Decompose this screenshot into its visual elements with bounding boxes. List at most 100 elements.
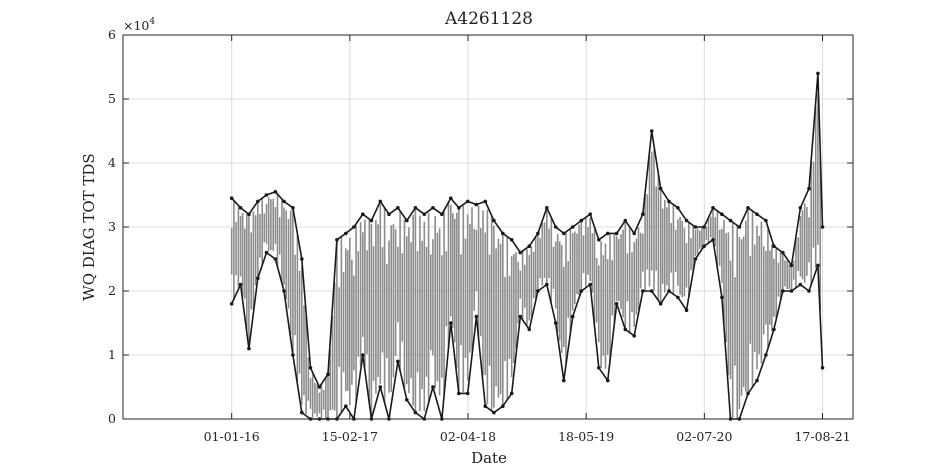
series-tds-point xyxy=(632,231,637,236)
series-tds-point xyxy=(658,302,663,306)
series-tds-point xyxy=(720,212,724,216)
series-tds-point xyxy=(632,334,637,338)
series-tds-point xyxy=(711,206,715,210)
series-tds-point xyxy=(667,289,671,293)
series-tds-point xyxy=(492,218,496,223)
series-tds-point xyxy=(570,314,575,319)
y-tick-label: 5 xyxy=(108,91,116,106)
x-tick-label: 02-07-20 xyxy=(676,429,732,444)
series-tds-point xyxy=(702,244,706,248)
series-tds-point xyxy=(282,199,286,204)
y-multiplier-label: ×104 xyxy=(123,17,155,33)
series-tds-point xyxy=(431,206,435,210)
series-tds-point xyxy=(291,206,295,210)
series-tds-point xyxy=(588,282,593,287)
series-tds-point xyxy=(300,410,304,415)
y-multiplier-exp: 4 xyxy=(149,17,155,27)
series-tds-upper xyxy=(231,72,824,388)
series-tds-point xyxy=(264,193,269,197)
series-tds-point xyxy=(764,218,768,223)
series-tds-point xyxy=(518,250,523,255)
series-tds-point xyxy=(623,327,628,332)
series-tds-point xyxy=(536,231,540,236)
series-tds-point xyxy=(781,289,785,293)
series-tds xyxy=(229,71,825,421)
series-tds-point xyxy=(570,225,575,229)
series-tds-point xyxy=(457,206,461,210)
series-tds-point xyxy=(404,398,409,402)
series-tds-point xyxy=(518,314,523,319)
series-tds-point xyxy=(781,250,785,255)
series-tds-point xyxy=(764,353,768,357)
series-tds-point xyxy=(360,353,365,357)
series-tds-point xyxy=(807,289,811,293)
series-tds-point xyxy=(238,206,243,210)
series-tds-point xyxy=(588,212,593,216)
series-tds-point xyxy=(247,346,251,351)
series-tds-point xyxy=(335,238,339,242)
series-tds-point xyxy=(317,385,322,389)
series-tds-point xyxy=(544,206,549,210)
series-tds-point xyxy=(308,366,313,370)
series-tds-point xyxy=(579,289,584,293)
series-tds-point xyxy=(378,385,383,389)
series-tds-point xyxy=(396,359,400,364)
chart-title: A4261128 xyxy=(444,9,533,29)
series-tds-point xyxy=(247,212,251,216)
x-tick-label: 18-05-19 xyxy=(558,429,614,444)
series-tds-point xyxy=(658,186,663,191)
series-tds-point xyxy=(404,218,409,223)
series-tds-point xyxy=(352,225,356,229)
y-tick-label: 1 xyxy=(108,347,116,362)
series-tds-point xyxy=(431,385,435,389)
series-tds-point xyxy=(536,289,540,293)
y-tick-label: 4 xyxy=(108,155,116,170)
series-tds-point xyxy=(667,199,671,204)
series-tds-point xyxy=(465,391,470,396)
y-axis-label: WQ DIAG TOT TDS xyxy=(80,153,98,300)
series-tds-point xyxy=(369,218,374,223)
series-tds-point xyxy=(605,378,610,383)
series-tds-point xyxy=(561,378,566,383)
series-tds-point xyxy=(755,378,759,383)
series-tds-point xyxy=(344,231,348,236)
series-tds-point xyxy=(440,212,444,216)
series-tds-point xyxy=(720,295,724,300)
series-tds-point xyxy=(737,225,742,229)
series-tds-point xyxy=(501,231,505,236)
series-tds-point xyxy=(676,295,680,300)
series-tds-point xyxy=(641,212,645,216)
series-tds-point xyxy=(457,391,461,396)
series-tds-point xyxy=(676,206,680,210)
series-tds-point xyxy=(693,225,698,229)
series-tds-point xyxy=(544,282,549,287)
series-tds-point xyxy=(641,289,645,293)
x-tick-label: 02-04-18 xyxy=(440,429,496,444)
series-tds-range xyxy=(230,94,821,419)
series-tds-point xyxy=(755,212,759,216)
series-tds-point xyxy=(553,321,558,325)
series-tds-point xyxy=(684,308,689,313)
series-tds-point xyxy=(448,321,453,325)
series-tds-point xyxy=(360,212,365,216)
series-tds-point xyxy=(527,244,532,248)
series-tds-point xyxy=(229,302,234,306)
series-tds-point xyxy=(649,289,654,293)
series-tds-point xyxy=(579,218,584,223)
series-tds-point xyxy=(264,250,269,255)
series-tds-point xyxy=(614,231,619,236)
series-tds-point xyxy=(291,353,295,357)
y-tick-labels: 0 1 2 3 4 5 6 xyxy=(108,27,116,426)
x-tick-label: 17-08-21 xyxy=(794,429,850,444)
series-tds-point xyxy=(474,314,479,319)
series-tds-point xyxy=(483,404,488,409)
series-tds-point xyxy=(282,289,286,293)
series-tds-point xyxy=(273,257,278,261)
series-tds-point xyxy=(820,366,825,370)
series-tds-point xyxy=(483,199,488,204)
series-tds-point xyxy=(772,244,776,248)
series-tds-point xyxy=(711,238,715,242)
series-tds-point xyxy=(509,391,514,396)
series-tds-point xyxy=(527,327,532,332)
